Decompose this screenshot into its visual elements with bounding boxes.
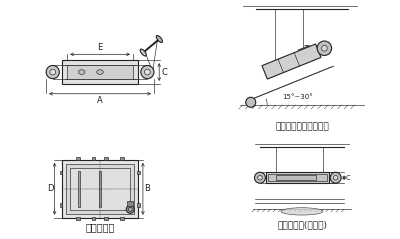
Circle shape (330, 172, 341, 183)
Ellipse shape (97, 70, 103, 74)
Circle shape (322, 45, 327, 51)
Ellipse shape (281, 208, 323, 215)
Bar (76, 158, 80, 160)
Circle shape (254, 172, 266, 183)
Bar (70, 168, 130, 210)
Bar (266, 173, 329, 183)
Bar (78, 171, 80, 207)
Bar (60, 171, 62, 174)
Bar (104, 217, 108, 220)
Bar (92, 217, 95, 220)
Text: C: C (161, 68, 167, 76)
Bar (76, 217, 80, 220)
Bar (62, 60, 138, 84)
Circle shape (246, 97, 256, 107)
Bar (268, 174, 328, 181)
Text: C: C (345, 175, 350, 181)
Ellipse shape (140, 49, 146, 56)
Bar (137, 203, 140, 207)
Text: A: A (97, 96, 103, 105)
Text: D: D (47, 184, 53, 193)
Text: 外形尺寸图: 外形尺寸图 (85, 222, 114, 232)
Circle shape (333, 175, 338, 180)
Circle shape (128, 207, 132, 211)
Bar (60, 203, 62, 207)
Circle shape (144, 69, 150, 75)
Bar (120, 217, 124, 220)
Text: E: E (98, 43, 103, 52)
Circle shape (141, 65, 154, 79)
Text: 安装示意图(水平式): 安装示意图(水平式) (277, 221, 327, 229)
Circle shape (258, 175, 262, 180)
Text: 安装示意图（倾斜式）: 安装示意图（倾斜式） (275, 122, 329, 131)
Circle shape (50, 69, 56, 75)
Text: B: B (144, 184, 150, 193)
Bar (127, 201, 134, 206)
Bar (62, 160, 138, 218)
Bar (92, 158, 95, 160)
Bar (276, 175, 316, 180)
Polygon shape (262, 44, 321, 79)
Bar (104, 158, 108, 160)
Circle shape (317, 41, 332, 55)
Ellipse shape (78, 70, 85, 74)
Bar (67, 65, 133, 79)
Circle shape (126, 205, 134, 213)
Bar (99, 171, 101, 207)
Ellipse shape (156, 36, 162, 43)
Bar (137, 171, 140, 174)
Bar (66, 164, 134, 214)
Circle shape (46, 65, 59, 79)
Bar (120, 158, 124, 160)
Text: 15°~30°: 15°~30° (282, 94, 313, 100)
